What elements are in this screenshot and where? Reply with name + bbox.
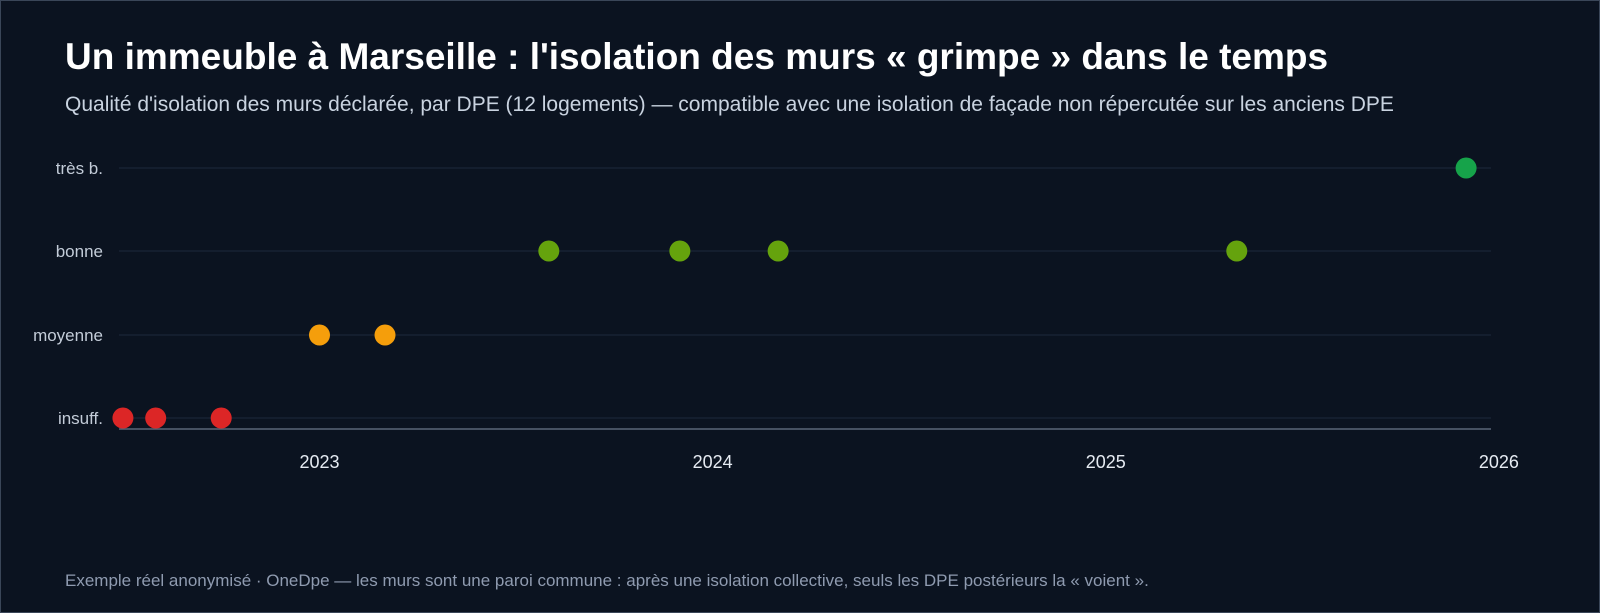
data-point (767, 240, 789, 262)
data-point (374, 324, 396, 346)
data-point (308, 324, 330, 346)
data-point (210, 407, 232, 429)
y-tick-label: moyenne (33, 326, 103, 345)
data-point (669, 240, 691, 262)
y-tick-label: très b. (56, 159, 103, 178)
x-tick-label: 2023 (299, 452, 339, 472)
x-tick-label: 2026 (1479, 452, 1519, 472)
chart-footer-note: Exemple réel anonymisé · OneDpe — les mu… (65, 571, 1149, 590)
data-point (1455, 157, 1477, 179)
x-tick-label: 2024 (693, 452, 733, 472)
data-point (1226, 240, 1248, 262)
y-tick-label: bonne (56, 242, 103, 261)
data-point (112, 407, 134, 429)
chart-subtitle: Qualité d'isolation des murs déclarée, p… (65, 93, 1394, 116)
y-tick-label: insuff. (58, 409, 103, 428)
data-point (145, 407, 167, 429)
chart-title: Un immeuble à Marseille : l'isolation de… (65, 36, 1329, 77)
data-point (538, 240, 560, 262)
x-tick-label: 2025 (1086, 452, 1126, 472)
